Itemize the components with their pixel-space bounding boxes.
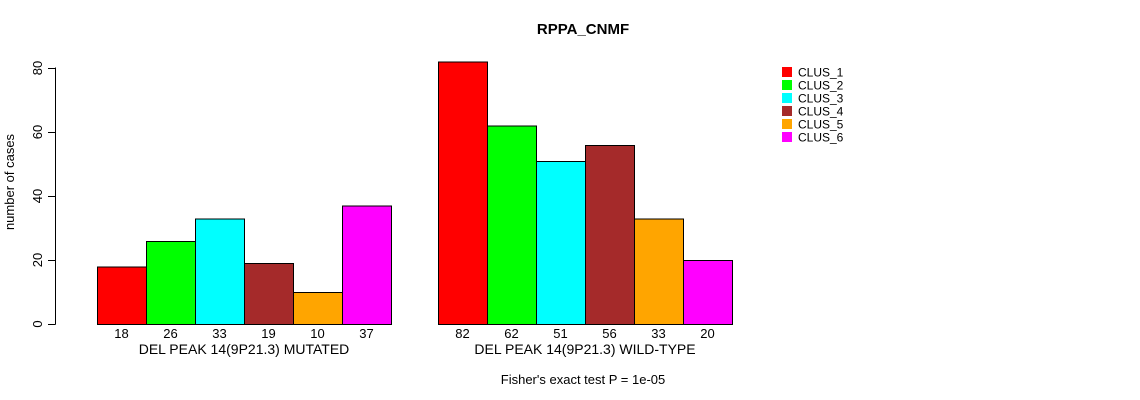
bar-value-label: 37 [359,326,373,341]
bar-group-mutated: 18 26 33 19 10 37 [97,205,392,341]
legend-item-clus_4: CLUS_4 [782,105,844,119]
bar-mutated-clus_2 [146,240,196,325]
bar-wild-type-clus_4 [585,144,635,325]
legend-swatch [782,93,792,103]
legend-label: CLUS_5 [798,118,844,132]
bar-wild-type-clus_2 [487,125,537,325]
legend-item-clus_3: CLUS_3 [782,92,844,106]
bar-mutated-clus_6 [342,205,392,326]
group-axis-label-mutated: DEL PEAK 14(9P21.3) MUTATED [139,341,350,357]
legend-item-clus_2: CLUS_2 [782,79,844,93]
legend-swatch [782,106,792,116]
y-tick-label: 80 [30,61,45,75]
bar-mutated-clus_4 [244,263,294,326]
bar-value-label: 20 [700,326,714,341]
bar-wild-type-clus_6 [683,260,733,325]
legend-item-clus_1: CLUS_1 [782,66,844,80]
bar-value-label: 26 [163,326,177,341]
bar-value-label: 19 [261,326,275,341]
chart-title: RPPA_CNMF [536,21,630,38]
legend-label: CLUS_1 [798,66,844,80]
y-tick-label: 40 [30,189,45,203]
legend-label: CLUS_3 [798,92,844,106]
group-axis-label-wild-type: DEL PEAK 14(9P21.3) WILD-TYPE [474,341,695,357]
legend-label: CLUS_2 [798,79,844,93]
bar-value-label: 33 [651,326,665,341]
bar-mutated-clus_3 [195,218,245,325]
legend-swatch [782,132,792,142]
bar-wild-type-clus_1 [438,61,488,325]
legend-label: CLUS_4 [798,105,844,119]
bar-mutated-clus_1 [97,266,147,325]
bar-value-label: 82 [455,326,469,341]
bar-value-label: 18 [114,326,128,341]
bar-value-label: 10 [310,326,324,341]
bar-wild-type-clus_3 [536,160,586,325]
annotation-text: Fisher's exact test P = 1e-05 [500,372,666,387]
bar-group-wild-type: 82 62 51 56 33 20 [438,61,733,341]
bar-value-label: 51 [553,326,567,341]
legend-item-clus_6: CLUS_6 [782,131,844,145]
y-axis-title: number of cases [2,133,17,230]
legend-swatch [782,80,792,90]
bar-value-label: 33 [212,326,226,341]
bar-wild-type-clus_5 [634,218,684,325]
y-axis: 0 20 40 60 80 [30,61,56,328]
y-tick-label: 20 [30,253,45,267]
y-tick-label: 60 [30,125,45,139]
legend-swatch [782,119,792,129]
legend-label: CLUS_6 [798,131,844,145]
bar-value-label: 56 [602,326,616,341]
legend-swatch [782,67,792,77]
bar-mutated-clus_5 [293,292,343,325]
y-tick-label: 0 [30,320,45,327]
legend-item-clus_5: CLUS_5 [782,118,844,132]
bar-value-label: 62 [504,326,518,341]
